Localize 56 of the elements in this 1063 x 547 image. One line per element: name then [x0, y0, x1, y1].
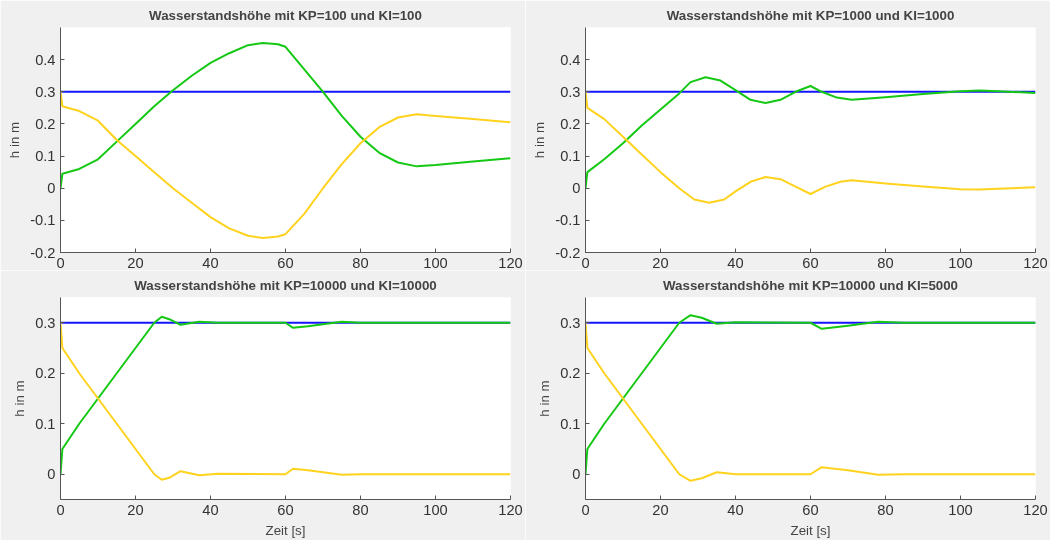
y-tick-label: 0.4	[35, 51, 56, 68]
x-tick-label: 100	[948, 254, 973, 271]
x-tick-label: 100	[423, 254, 448, 271]
x-tick-label: 40	[202, 501, 219, 518]
x-tick-label: 20	[127, 254, 144, 271]
y-tick-label: 0.3	[35, 83, 56, 100]
chart-title: Wasserstandshöhe mit KP=10000 und KI=10000	[134, 277, 437, 293]
y-tick-label: 0	[572, 466, 581, 483]
chart-title: Wasserstandshöhe mit KP=10000 und KI=5000	[662, 277, 959, 293]
x-tick-label: 80	[352, 501, 369, 518]
x-tick-label: 120	[1023, 501, 1048, 518]
x-tick-label: 100	[423, 501, 448, 518]
y-tick-label: -0.2	[30, 244, 56, 261]
y-tick-label: 0.3	[35, 314, 56, 331]
x-tick-label: 40	[727, 254, 744, 271]
x-tick-label: 120	[498, 254, 523, 271]
x-tick-label: 20	[652, 254, 669, 271]
chart-title: Wasserstandshöhe mit KP=100 und KI=100	[149, 7, 422, 23]
y-tick-label: 0.1	[35, 148, 56, 165]
y-axis-title: h in m	[537, 380, 553, 417]
y-tick-label: -0.1	[555, 212, 581, 229]
y-tick-label: 0.1	[560, 415, 581, 432]
x-tick-label: 80	[877, 254, 894, 271]
y-tick-label: 0.2	[35, 365, 56, 382]
y-axis-title: h in m	[12, 380, 28, 417]
x-tick-label: 40	[727, 501, 744, 518]
x-tick-label: 60	[277, 254, 294, 271]
x-tick-label: 60	[802, 501, 819, 518]
y-tick-label: -0.2	[555, 244, 581, 261]
y-tick-label: 0.2	[35, 115, 56, 132]
x-tick-label: 120	[1023, 254, 1048, 271]
x-tick-label: 60	[802, 254, 819, 271]
x-tick-label: 20	[652, 501, 669, 518]
y-tick-label: 0.2	[560, 365, 581, 382]
x-tick-label: 60	[277, 501, 294, 518]
x-tick-label: 80	[352, 254, 369, 271]
y-tick-label: 0.3	[560, 314, 581, 331]
y-tick-label: 0.4	[560, 51, 581, 68]
x-tick-label: 20	[127, 501, 144, 518]
x-axis-title: Zeit [s]	[265, 522, 306, 538]
y-tick-label: 0.3	[560, 83, 581, 100]
y-tick-label: 0	[572, 180, 581, 197]
chart-title: Wasserstandshöhe mit KP=1000 und KI=1000	[666, 7, 955, 23]
y-tick-label: 0.2	[560, 115, 581, 132]
y-tick-label: 0	[47, 180, 56, 197]
y-tick-label: 0.1	[560, 148, 581, 165]
y-axis-title: h in m	[7, 121, 23, 159]
y-tick-label: 0	[47, 466, 56, 483]
y-tick-label: 0.1	[35, 415, 56, 432]
y-axis-title: h in m	[532, 121, 548, 159]
x-tick-label: 80	[877, 501, 894, 518]
x-tick-label: 40	[202, 254, 219, 271]
x-tick-label: 120	[498, 501, 523, 518]
x-axis-title: Zeit [s]	[790, 522, 831, 538]
y-tick-label: -0.1	[30, 212, 56, 229]
x-tick-label: 100	[948, 501, 973, 518]
